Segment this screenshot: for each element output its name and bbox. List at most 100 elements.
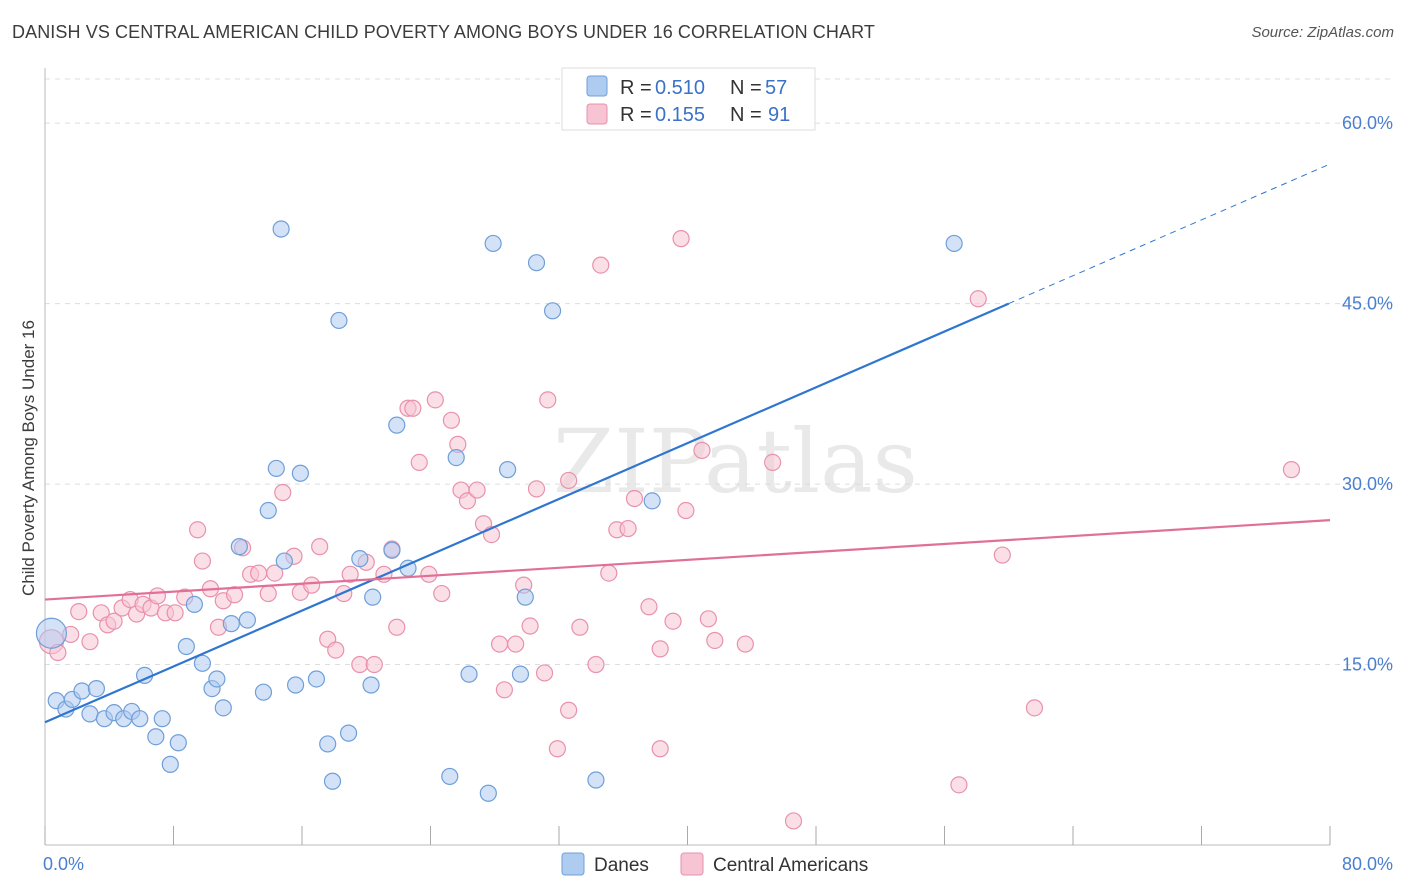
source-credit: Source: ZipAtlas.com <box>1251 24 1394 41</box>
central-americans-point <box>105 612 123 630</box>
central-americans-point <box>193 552 212 570</box>
central-americans-point <box>651 640 669 658</box>
danes-point <box>87 679 106 698</box>
bottom-legend-label-central: Central Americans <box>713 855 868 876</box>
danes-point <box>441 767 459 786</box>
danes-point <box>945 234 963 253</box>
central-americans-trend-line <box>44 519 1331 601</box>
x-tick-label: 80.0% <box>1342 854 1393 874</box>
central-americans-point <box>365 655 383 674</box>
central-americans-point <box>625 489 644 508</box>
central-americans-point <box>311 538 329 556</box>
danes-point <box>208 670 226 688</box>
danes-point <box>643 492 661 510</box>
danes-point <box>81 705 99 723</box>
danes-point <box>484 234 502 253</box>
danes-point <box>286 676 305 694</box>
danes-point <box>499 461 517 479</box>
central-americans-point <box>1025 699 1044 717</box>
danes-point <box>153 710 171 728</box>
y-tick-label: 45.0% <box>1342 294 1393 314</box>
central-americans-point <box>70 602 88 621</box>
danes-point <box>35 617 68 649</box>
central-americans-point <box>341 565 359 583</box>
central-americans-point <box>521 617 539 635</box>
central-americans-point <box>587 655 605 674</box>
danes-point <box>383 541 401 559</box>
y-axis-ticks: 15.0% 30.0% 45.0% 60.0% <box>1342 113 1393 674</box>
legend-n-value-central: 91 <box>768 104 790 126</box>
danes-point <box>267 459 285 478</box>
danes-point <box>230 538 248 556</box>
x-axis-ticks: 0.0% 80.0% <box>43 854 1393 874</box>
danes-trend-line <box>44 302 1010 724</box>
danes-point <box>272 220 290 238</box>
danes-point <box>362 676 380 694</box>
danes-point <box>587 771 605 789</box>
top-legend: R = 0.510 N = 57 R = 0.155 N = 91 <box>561 67 816 131</box>
central-americans-point <box>266 564 284 582</box>
x-tick-label: 0.0% <box>43 854 84 874</box>
danes-point <box>259 501 277 520</box>
central-americans-point <box>404 399 422 417</box>
central-americans-point <box>351 655 369 674</box>
y-tick-label: 60.0% <box>1342 113 1393 133</box>
central-americans-point <box>592 256 610 274</box>
legend-swatch-central <box>586 103 608 125</box>
danes-point <box>222 615 240 633</box>
central-americans-point <box>442 411 460 429</box>
central-americans-point <box>420 565 438 583</box>
central-americans-point <box>274 483 292 502</box>
central-americans-point <box>426 391 444 409</box>
central-americans-point <box>736 635 754 653</box>
legend-r-value-central: 0.155 <box>655 104 705 126</box>
danes-point <box>364 588 382 606</box>
central-americans-point <box>651 740 669 758</box>
central-americans-point <box>677 501 695 520</box>
y-tick-label: 30.0% <box>1342 474 1393 494</box>
central-americans-points <box>38 230 1301 830</box>
legend-r-label-danes: R = <box>620 77 652 99</box>
central-americans-point <box>693 441 711 459</box>
central-americans-point <box>672 230 690 248</box>
legend-n-value-danes: 57 <box>765 77 787 99</box>
bottom-legend-label-danes: Danes <box>594 855 649 876</box>
central-americans-point <box>560 471 578 490</box>
legend-swatch-danes <box>586 75 608 97</box>
danes-point <box>351 550 369 568</box>
danes-point <box>161 755 179 773</box>
y-axis-title: Child Poverty Among Boys Under 16 <box>19 320 38 596</box>
central-americans-point <box>560 701 578 719</box>
central-americans-point <box>148 587 167 605</box>
central-americans-point <box>784 812 803 830</box>
central-americans-point <box>166 604 184 622</box>
watermark-text: ZIPatlas <box>553 410 918 513</box>
central-americans-point <box>600 564 618 582</box>
bottom-legend: Danes Central Americans <box>561 852 868 876</box>
central-americans-point <box>706 631 724 650</box>
danes-point <box>339 724 358 742</box>
danes-point <box>447 448 465 467</box>
legend-n-label-danes: N = <box>730 77 762 99</box>
central-americans-point <box>259 584 277 603</box>
central-americans-point <box>539 391 557 409</box>
central-americans-point <box>764 453 782 472</box>
danes-point <box>185 595 203 613</box>
y-tick-label: 15.0% <box>1342 655 1393 675</box>
central-americans-point <box>433 584 451 603</box>
central-americans-point <box>640 598 658 616</box>
central-americans-point <box>507 635 525 653</box>
central-americans-point <box>527 480 546 498</box>
bottom-legend-swatch-danes <box>561 852 585 876</box>
central-americans-point <box>950 776 968 794</box>
danes-point <box>73 682 91 700</box>
trend-lines <box>44 163 1331 724</box>
danes-point <box>238 611 256 629</box>
central-americans-point <box>303 576 321 594</box>
danes-points <box>35 220 963 802</box>
central-americans-point <box>993 546 1011 564</box>
central-americans-point <box>81 633 99 651</box>
central-americans-point <box>188 521 207 539</box>
central-americans-point <box>535 664 554 682</box>
central-americans-point <box>699 610 717 628</box>
